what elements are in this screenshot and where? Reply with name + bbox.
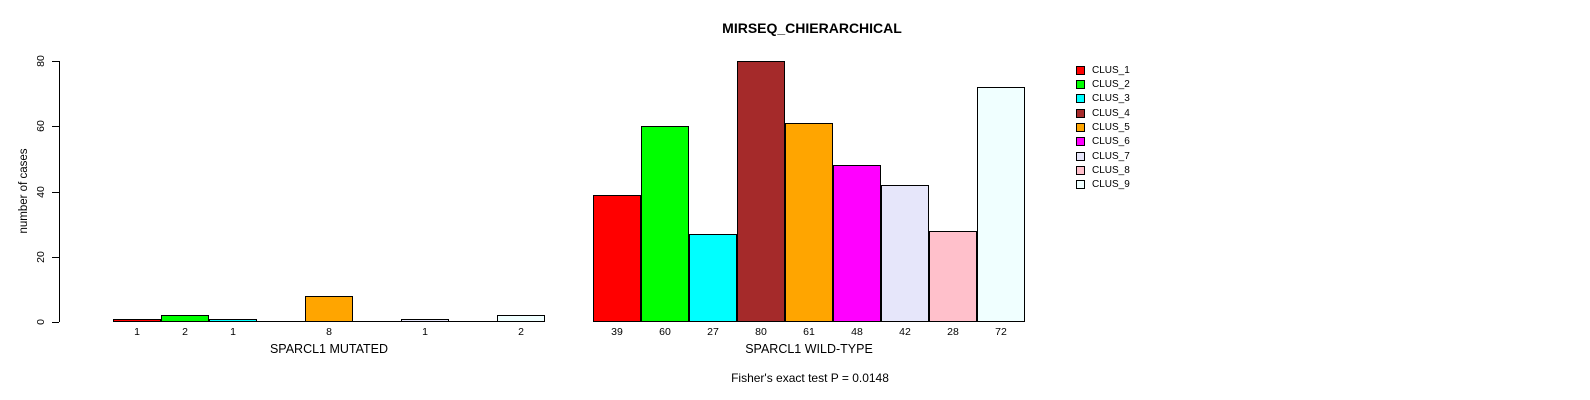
y-axis-tick	[52, 192, 59, 193]
bar-clus_5	[305, 295, 353, 322]
legend-item-clus_8: CLUS_8	[1076, 163, 1130, 177]
bar-clus_9	[497, 315, 545, 322]
y-axis-tick-label: 60	[35, 120, 47, 133]
y-axis-tick-label: 0	[35, 319, 47, 325]
y-axis-tick-label: 20	[35, 250, 47, 263]
bar-clus_5	[785, 122, 833, 322]
y-axis-tick-label: 40	[35, 185, 47, 198]
bar-value-label: 39	[611, 326, 623, 338]
bar-clus_6	[833, 165, 881, 322]
bar-clus_4	[737, 61, 785, 322]
y-axis-tick	[52, 322, 59, 323]
legend-item-clus_6: CLUS_6	[1076, 135, 1130, 149]
legend-label: CLUS_9	[1092, 179, 1130, 191]
y-axis-tick	[52, 257, 59, 258]
legend-item-clus_5: CLUS_5	[1076, 120, 1130, 134]
legend-swatch-icon	[1076, 180, 1085, 190]
bar-clus_1	[113, 318, 161, 322]
x-axis-group-label-wild-type: SPARCL1 WILD-TYPE	[745, 342, 873, 356]
legend-item-clus_3: CLUS_3	[1076, 92, 1130, 106]
y-axis-line	[59, 61, 60, 322]
legend-label: CLUS_6	[1092, 136, 1130, 148]
legend-swatch-icon	[1076, 108, 1085, 118]
bar-clus_2	[161, 315, 209, 322]
legend-label: CLUS_7	[1092, 150, 1130, 162]
y-axis-title: number of cases	[18, 148, 30, 234]
bar-value-label: 2	[182, 326, 188, 338]
legend-label: CLUS_3	[1092, 93, 1130, 105]
bar-value-label: 60	[659, 326, 671, 338]
y-axis-tick-label: 80	[35, 55, 47, 67]
y-axis-tick	[52, 126, 59, 127]
bar-value-label: 27	[707, 326, 719, 338]
legend-swatch-icon	[1076, 123, 1085, 133]
bar-clus_8	[929, 230, 977, 322]
legend-swatch-icon	[1076, 80, 1085, 90]
bar-clus_7	[401, 318, 449, 322]
bar-value-label: 28	[947, 326, 959, 338]
bar-value-label: 8	[326, 326, 332, 338]
bar-value-label: 72	[995, 326, 1007, 338]
bar-clus_9	[977, 87, 1025, 322]
legend-swatch-icon	[1076, 151, 1085, 161]
legend-swatch-icon	[1076, 137, 1085, 147]
legend-label: CLUS_1	[1092, 64, 1130, 76]
legend-swatch-icon	[1076, 94, 1085, 104]
legend-swatch-icon	[1076, 166, 1085, 176]
legend-swatch-icon	[1076, 65, 1085, 75]
bar-clus_1	[593, 194, 641, 322]
fisher-test-annotation: Fisher's exact test P = 0.0148	[731, 371, 889, 385]
legend-label: CLUS_8	[1092, 165, 1130, 177]
legend-item-clus_4: CLUS_4	[1076, 106, 1130, 120]
x-axis-group-label-mutated: SPARCL1 MUTATED	[269, 342, 389, 356]
legend-item-clus_1: CLUS_1	[1076, 63, 1130, 77]
bar-value-label: 48	[851, 326, 863, 338]
legend-item-clus_9: CLUS_9	[1076, 178, 1130, 192]
legend-item-clus_2: CLUS_2	[1076, 77, 1130, 91]
bar-value-label: 1	[230, 326, 236, 338]
legend: CLUS_1 CLUS_2 CLUS_3 CLUS_4 CLUS_5 CLUS_6 CLUS…	[1076, 63, 1130, 192]
legend-label: CLUS_2	[1092, 79, 1130, 91]
bar-value-label: 42	[899, 326, 911, 338]
bar-clus_3	[209, 318, 257, 322]
legend-label: CLUS_5	[1092, 122, 1130, 134]
bar-value-label: 61	[803, 326, 815, 338]
bar-value-label: 1	[422, 326, 428, 338]
bar-value-label: 2	[518, 326, 524, 338]
bar-value-label: 1	[134, 326, 140, 338]
bar-clus_2	[641, 126, 689, 322]
bar-clus_7	[881, 184, 929, 322]
y-axis-tick	[52, 61, 59, 62]
legend-item-clus_7: CLUS_7	[1076, 149, 1130, 163]
bar-clus_3	[689, 233, 737, 322]
bar-value-label: 80	[755, 326, 767, 338]
chart-title: MIRSEQ_CHIERARCHICAL	[722, 20, 902, 36]
legend-label: CLUS_4	[1092, 107, 1130, 119]
